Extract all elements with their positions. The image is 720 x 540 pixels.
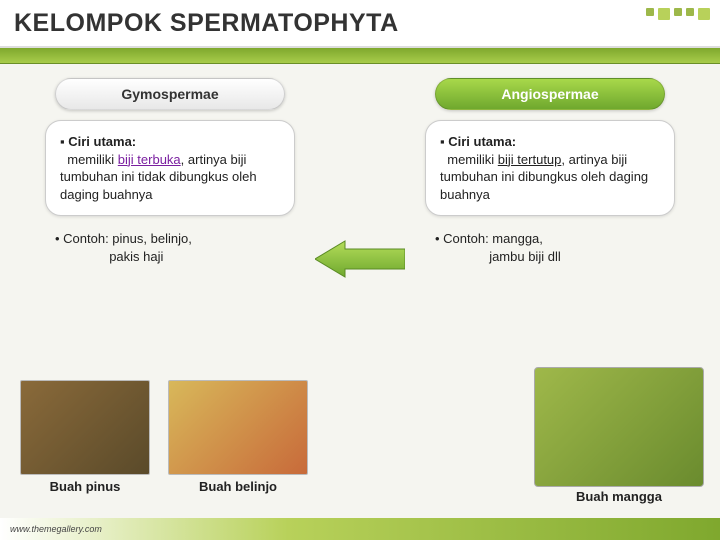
ciri-label-right: Ciri utama:: [448, 134, 516, 149]
header-bar: KELOMPOK SPERMATOPHYTA: [0, 0, 720, 48]
image-belinjo: [168, 380, 308, 475]
example-label-left: • Contoh: pinus, belinjo,: [55, 231, 192, 246]
image-mangga: [534, 367, 704, 487]
column-angiospermae: Angiospermae ▪ Ciri utama: memiliki biji…: [410, 78, 690, 267]
image-block-belinjo: Buah belinjo: [168, 380, 308, 494]
arrow-left-icon: [315, 239, 405, 279]
header-stripe: [0, 48, 720, 64]
caption-pinus: Buah pinus: [20, 479, 150, 494]
content-area: Gymospermae ▪ Ciri utama: memiliki biji …: [0, 64, 720, 267]
ciri-label-left: Ciri utama:: [68, 134, 136, 149]
ciri-prefix-left: memiliki: [67, 152, 118, 167]
info-box-angiospermae: ▪ Ciri utama: memiliki biji tertutup, ar…: [425, 120, 675, 216]
ciri-highlight-right: biji tertutup: [498, 152, 562, 167]
images-row: Buah pinus Buah belinjo: [20, 380, 308, 494]
page-title: KELOMPOK SPERMATOPHYTA: [14, 9, 399, 38]
column-gymospermae: Gymospermae ▪ Ciri utama: memiliki biji …: [30, 78, 310, 267]
info-box-gymospermae: ▪ Ciri utama: memiliki biji terbuka, art…: [45, 120, 295, 216]
image-block-mangga: Buah mangga: [534, 367, 704, 504]
example-left: • Contoh: pinus, belinjo, pakis haji: [45, 230, 295, 266]
example-line2-left: pakis haji: [109, 249, 163, 264]
example-label-right: • Contoh: mangga,: [435, 231, 543, 246]
ciri-prefix-right: memiliki: [447, 152, 498, 167]
footer-url: www.themegallery.com: [0, 524, 102, 534]
pill-angiospermae: Angiospermae: [435, 78, 665, 110]
ciri-highlight-left: biji terbuka: [118, 152, 181, 167]
image-pinus: [20, 380, 150, 475]
example-line2-right: jambu biji dll: [489, 249, 561, 264]
caption-belinjo: Buah belinjo: [168, 479, 308, 494]
caption-mangga: Buah mangga: [534, 489, 704, 504]
example-right: • Contoh: mangga, jambu biji dll: [425, 230, 675, 266]
footer-bar: www.themegallery.com: [0, 518, 720, 540]
pill-gymospermae: Gymospermae: [55, 78, 285, 110]
image-block-pinus: Buah pinus: [20, 380, 150, 494]
header-decoration: [646, 8, 710, 20]
